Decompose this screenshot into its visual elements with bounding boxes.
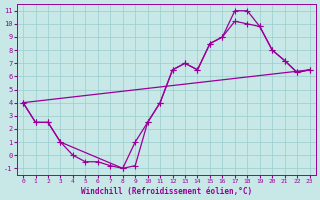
X-axis label: Windchill (Refroidissement éolien,°C): Windchill (Refroidissement éolien,°C) [81,187,252,196]
